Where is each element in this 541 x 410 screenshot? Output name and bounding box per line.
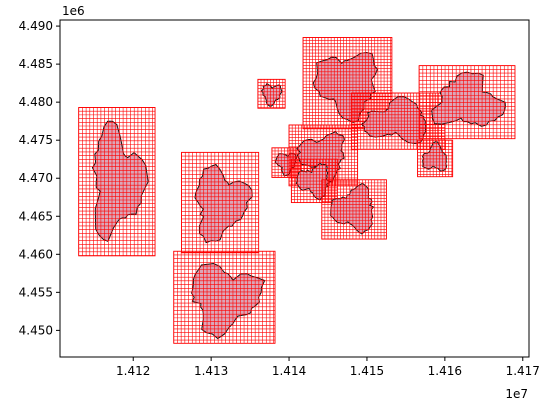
regions-layer [78, 37, 516, 344]
region-center-bounds [181, 151, 260, 254]
y-axis: 4.450 4.455 4.460 4.465 4.470 4.475 4.480 4.485… [19, 19, 60, 337]
y-tick-label: 4.460 [19, 247, 53, 261]
region-north [302, 37, 393, 130]
y-tick-label: 4.470 [19, 171, 53, 185]
x-tick-label: 1.412 [116, 364, 150, 378]
x-tick-label: 1.414 [272, 364, 306, 378]
x-axis: 1.412 1.413 1.414 1.415 1.416 1.417 [116, 357, 540, 378]
y-tick-label: 4.485 [19, 57, 53, 71]
region-east-small [417, 139, 454, 178]
y-tick-label: 4.475 [19, 133, 53, 147]
x-tick-label: 1.417 [506, 364, 540, 378]
region-south-polygon [191, 262, 266, 340]
x-tick-label: 1.416 [428, 364, 462, 378]
region-far-east [418, 65, 516, 140]
x-offset-label: 1e7 [505, 387, 528, 401]
y-tick-label: 4.455 [19, 285, 53, 299]
x-tick-label: 1.413 [194, 364, 228, 378]
plot-frame [59, 19, 530, 358]
region-south [173, 250, 276, 344]
region-west-grid [78, 107, 156, 256]
y-tick-label: 4.450 [19, 323, 53, 337]
region-south-bounds [173, 250, 276, 344]
region-small-west-bounds [257, 78, 286, 109]
region-small-west [257, 78, 286, 109]
y-offset-label: 1e6 [62, 4, 85, 18]
region-north-bounds [302, 37, 393, 130]
region-southeast [321, 179, 387, 240]
region-far-east-bounds [418, 65, 516, 140]
y-tick-label: 4.465 [19, 209, 53, 223]
y-tick-label: 4.490 [19, 19, 53, 33]
x-tick-label: 1.415 [350, 364, 384, 378]
region-southeast-bounds [321, 179, 387, 240]
region-center [181, 151, 260, 254]
y-tick-label: 4.480 [19, 95, 53, 109]
region-west-bounds [78, 107, 156, 257]
region-east-small-bounds [417, 139, 454, 178]
region-west [78, 107, 156, 257]
